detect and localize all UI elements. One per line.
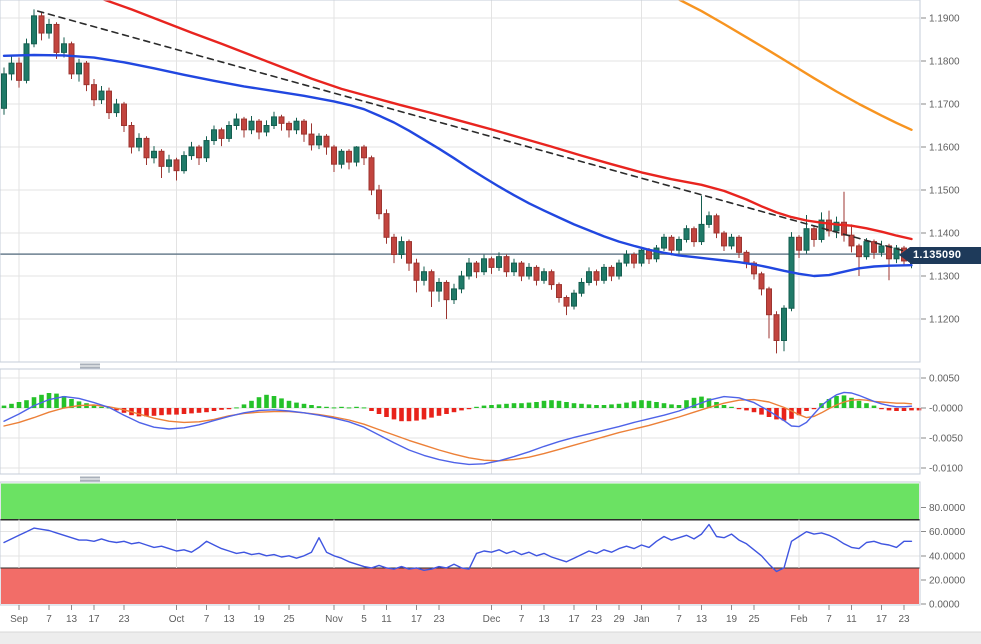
svg-text:5: 5 [361,614,367,625]
panel-resize-grip-rsi[interactable] [80,476,100,482]
svg-text:Oct: Oct [169,614,185,625]
svg-text:40.0000: 40.0000 [929,551,966,562]
svg-text:1.1600: 1.1600 [929,143,960,154]
svg-text:Sep: Sep [10,614,28,625]
svg-text:17: 17 [876,614,888,625]
svg-text:Dec: Dec [483,614,501,625]
svg-text:1.1300: 1.1300 [929,272,960,283]
svg-text:7: 7 [826,614,832,625]
svg-text:7: 7 [204,614,210,625]
svg-text:-0.0050: -0.0050 [929,434,963,445]
svg-text:0.0050: 0.0050 [929,374,960,385]
svg-text:19: 19 [726,614,738,625]
svg-text:19: 19 [253,614,265,625]
svg-text:23: 23 [433,614,445,625]
svg-text:13: 13 [696,614,708,625]
svg-text:1.1800: 1.1800 [929,57,960,68]
price-panel [0,0,921,363]
svg-text:17: 17 [568,614,580,625]
svg-text:11: 11 [846,614,857,625]
price-tag-arrow-icon [899,247,910,263]
macd-indicator-panel [0,368,922,475]
svg-text:29: 29 [613,614,625,625]
svg-text:1.1500: 1.1500 [929,186,960,197]
svg-text:60.0000: 60.0000 [929,527,966,538]
svg-text:13: 13 [538,614,550,625]
price-axis: 1.1900 1.1800 1.1700 1.1600 1.1500 1.1400 1.13… [921,14,966,611]
svg-text:1.1700: 1.1700 [929,100,960,111]
time-axis: Sep 7 13 17 23 Oct 7 13 19 25 Nov 5 11 17 23 Dec 7 13 17 23… [0,605,981,644]
svg-text:17: 17 [411,614,423,625]
svg-text:23: 23 [591,614,603,625]
svg-text:Nov: Nov [325,614,343,625]
price-tag-value: 1.135090 [910,247,981,264]
svg-text:80.0000: 80.0000 [929,503,966,514]
svg-text:20.0000: 20.0000 [929,575,966,586]
svg-text:13: 13 [223,614,235,625]
svg-text:-0.0100: -0.0100 [929,464,963,475]
svg-text:7: 7 [519,614,525,625]
rsi-indicator-panel [0,481,921,606]
svg-text:0.0000: 0.0000 [929,600,960,611]
svg-text:7: 7 [46,614,52,625]
svg-text:17: 17 [88,614,100,625]
current-price-tag: 1.135090 [899,247,981,264]
svg-text:1.1900: 1.1900 [929,14,960,25]
svg-text:13: 13 [66,614,78,625]
svg-text:Jan: Jan [633,614,649,625]
svg-text:Feb: Feb [790,614,808,625]
panel-resize-grip-macd[interactable] [80,363,100,369]
svg-text:25: 25 [283,614,295,625]
svg-text:11: 11 [381,614,392,625]
svg-text:25: 25 [748,614,760,625]
svg-text:7: 7 [676,614,682,625]
svg-text:23: 23 [898,614,910,625]
svg-text:23: 23 [118,614,130,625]
svg-text:1.1400: 1.1400 [929,229,960,240]
svg-text:1.1200: 1.1200 [929,315,960,326]
svg-text:-0.0000: -0.0000 [929,404,963,415]
